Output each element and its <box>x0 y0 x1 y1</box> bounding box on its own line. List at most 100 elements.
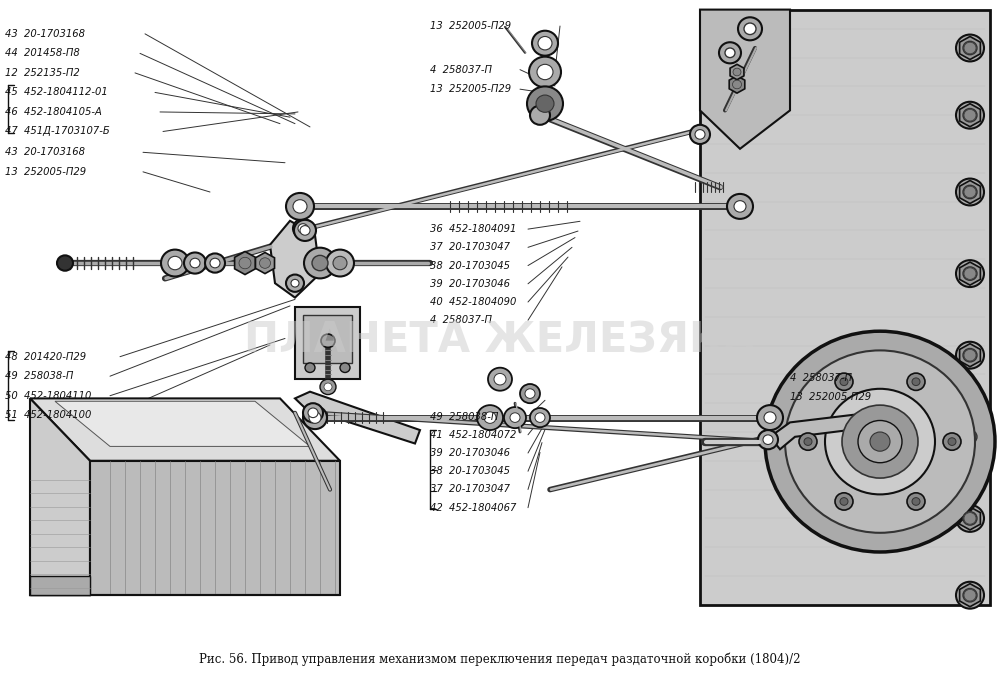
Circle shape <box>956 35 984 62</box>
Circle shape <box>840 498 848 505</box>
Text: 4  258037-П: 4 258037-П <box>790 372 852 382</box>
Polygon shape <box>960 507 980 530</box>
Circle shape <box>510 413 520 422</box>
Circle shape <box>529 57 561 87</box>
Circle shape <box>527 86 563 121</box>
Circle shape <box>963 589 977 602</box>
Circle shape <box>304 247 336 279</box>
Polygon shape <box>729 76 745 93</box>
Text: 37  20-1703047: 37 20-1703047 <box>430 242 510 252</box>
Circle shape <box>738 17 762 40</box>
Text: 13  252005-П29: 13 252005-П29 <box>5 167 86 177</box>
Circle shape <box>956 102 984 129</box>
Circle shape <box>956 423 984 450</box>
Polygon shape <box>30 399 90 595</box>
Circle shape <box>530 106 550 125</box>
Circle shape <box>333 256 347 270</box>
Text: 50  452-1804110: 50 452-1804110 <box>5 391 91 401</box>
Circle shape <box>825 388 935 494</box>
Circle shape <box>842 405 918 478</box>
Text: 41  452-1804072: 41 452-1804072 <box>430 430 516 440</box>
Circle shape <box>525 388 535 399</box>
Circle shape <box>260 258 270 268</box>
Circle shape <box>963 267 977 280</box>
Circle shape <box>757 405 783 430</box>
Circle shape <box>504 407 526 428</box>
Circle shape <box>190 258 200 268</box>
Text: 4  258037-П: 4 258037-П <box>430 64 492 75</box>
Circle shape <box>291 279 299 287</box>
Circle shape <box>477 405 503 430</box>
Circle shape <box>293 200 307 213</box>
Polygon shape <box>30 399 340 461</box>
Circle shape <box>294 220 316 241</box>
Circle shape <box>520 384 540 403</box>
Circle shape <box>785 351 975 533</box>
Polygon shape <box>55 401 310 446</box>
Circle shape <box>964 109 976 121</box>
Circle shape <box>494 374 506 385</box>
Circle shape <box>488 367 512 391</box>
Polygon shape <box>960 425 980 448</box>
Circle shape <box>303 403 323 422</box>
Bar <box>295 307 360 379</box>
Circle shape <box>727 194 753 219</box>
Text: 13  252005-П29: 13 252005-П29 <box>430 21 511 31</box>
Circle shape <box>286 275 304 292</box>
Circle shape <box>964 589 976 601</box>
Circle shape <box>303 406 327 429</box>
Text: 46  452-1804105-А: 46 452-1804105-А <box>5 107 102 117</box>
Polygon shape <box>700 9 790 148</box>
Circle shape <box>964 268 976 279</box>
Circle shape <box>956 582 984 609</box>
Circle shape <box>835 493 853 510</box>
Text: 38  20-1703045: 38 20-1703045 <box>430 466 510 476</box>
Circle shape <box>963 108 977 122</box>
Circle shape <box>300 226 310 235</box>
Circle shape <box>538 37 552 50</box>
Polygon shape <box>30 576 90 595</box>
Text: 13  252005-П29: 13 252005-П29 <box>430 84 511 94</box>
Circle shape <box>956 260 984 287</box>
Text: 37  20-1703047: 37 20-1703047 <box>430 485 510 494</box>
Text: 39  20-1703046: 39 20-1703046 <box>430 448 510 458</box>
Circle shape <box>725 48 735 58</box>
Circle shape <box>963 41 977 55</box>
Circle shape <box>308 408 318 418</box>
Circle shape <box>305 363 315 372</box>
Text: 13  252005-П29: 13 252005-П29 <box>790 392 871 402</box>
Text: ПЛАНЕТА ЖЕЛЕЗЯКА: ПЛАНЕТА ЖЕЛЕЗЯКА <box>244 320 756 362</box>
Circle shape <box>758 430 778 450</box>
Circle shape <box>286 193 314 220</box>
Circle shape <box>948 438 956 445</box>
Circle shape <box>210 258 220 268</box>
Circle shape <box>326 250 354 277</box>
Text: 44  201458-П8: 44 201458-П8 <box>5 48 80 58</box>
Text: 45  452-1804112-01: 45 452-1804112-01 <box>5 87 108 98</box>
Circle shape <box>964 42 976 54</box>
Text: 39  20-1703046: 39 20-1703046 <box>430 279 510 289</box>
Circle shape <box>690 125 710 144</box>
Circle shape <box>732 80 742 89</box>
Circle shape <box>695 129 705 139</box>
Circle shape <box>168 256 182 270</box>
Circle shape <box>840 378 848 386</box>
Circle shape <box>321 334 335 348</box>
Circle shape <box>733 68 741 76</box>
Circle shape <box>535 413 545 422</box>
Text: Рис. 56. Привод управления механизмом переключения передач раздаточной коробки (: Рис. 56. Привод управления механизмом пе… <box>199 652 801 666</box>
Circle shape <box>184 252 206 274</box>
Circle shape <box>311 260 319 268</box>
Polygon shape <box>960 180 980 203</box>
Circle shape <box>744 23 756 35</box>
Text: 38  20-1703045: 38 20-1703045 <box>430 260 510 271</box>
Circle shape <box>484 412 496 423</box>
Text: 12  252135-П2: 12 252135-П2 <box>5 68 80 78</box>
Polygon shape <box>295 392 420 443</box>
Text: 51  452-1804100: 51 452-1804100 <box>5 410 91 420</box>
Circle shape <box>763 435 773 445</box>
Text: 43  20-1703168: 43 20-1703168 <box>5 29 85 39</box>
Circle shape <box>956 505 984 532</box>
Circle shape <box>309 412 321 423</box>
Polygon shape <box>270 221 320 298</box>
